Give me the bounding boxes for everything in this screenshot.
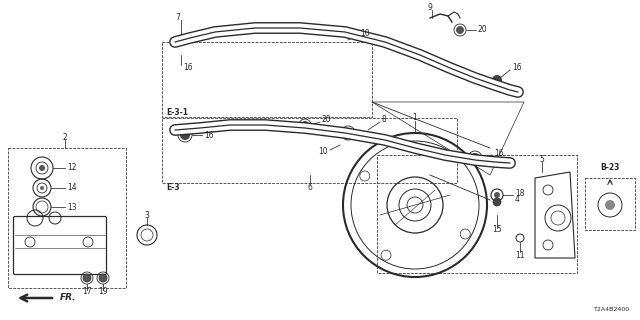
Text: 16: 16 bbox=[183, 62, 193, 71]
Text: 2: 2 bbox=[63, 132, 67, 141]
Text: 3: 3 bbox=[145, 211, 149, 220]
Text: 12: 12 bbox=[67, 164, 77, 172]
Text: 13: 13 bbox=[67, 203, 77, 212]
Circle shape bbox=[99, 274, 107, 282]
Text: 1: 1 bbox=[413, 114, 417, 123]
Text: 17: 17 bbox=[82, 287, 92, 297]
Text: 6: 6 bbox=[308, 182, 312, 191]
Text: 9: 9 bbox=[428, 4, 433, 12]
Circle shape bbox=[470, 153, 480, 163]
Circle shape bbox=[39, 165, 45, 171]
Circle shape bbox=[492, 75, 502, 85]
Text: 20: 20 bbox=[322, 116, 332, 124]
Circle shape bbox=[83, 274, 91, 282]
Text: 4: 4 bbox=[515, 196, 520, 204]
Text: 14: 14 bbox=[67, 183, 77, 193]
Text: 5: 5 bbox=[540, 156, 545, 164]
Circle shape bbox=[490, 80, 500, 90]
Circle shape bbox=[180, 130, 190, 140]
Text: 19: 19 bbox=[98, 287, 108, 297]
Bar bbox=[162, 42, 372, 117]
Circle shape bbox=[40, 186, 44, 190]
Circle shape bbox=[470, 155, 480, 165]
Bar bbox=[377, 155, 577, 273]
Circle shape bbox=[340, 128, 350, 138]
Circle shape bbox=[605, 200, 615, 210]
Bar bbox=[8, 148, 126, 288]
Circle shape bbox=[301, 121, 309, 129]
Text: E-3-1: E-3-1 bbox=[166, 108, 188, 117]
Text: B-23: B-23 bbox=[600, 163, 620, 172]
Text: 10: 10 bbox=[318, 148, 328, 156]
Text: 20: 20 bbox=[477, 26, 486, 35]
Text: 7: 7 bbox=[175, 13, 180, 22]
Text: 10: 10 bbox=[360, 28, 370, 37]
Text: 18: 18 bbox=[515, 188, 525, 197]
Text: FR.: FR. bbox=[60, 293, 77, 302]
Circle shape bbox=[380, 37, 390, 47]
Text: 16: 16 bbox=[494, 148, 504, 157]
Text: E-3: E-3 bbox=[166, 183, 180, 192]
Bar bbox=[162, 118, 457, 183]
Circle shape bbox=[456, 26, 464, 34]
Text: 16: 16 bbox=[204, 131, 214, 140]
Circle shape bbox=[494, 192, 500, 198]
Text: 11: 11 bbox=[515, 251, 525, 260]
Circle shape bbox=[493, 198, 501, 206]
Text: 8: 8 bbox=[382, 116, 387, 124]
Bar bbox=[585, 178, 635, 230]
Text: 16: 16 bbox=[512, 63, 522, 73]
Text: T2A4B2400: T2A4B2400 bbox=[594, 307, 630, 312]
Circle shape bbox=[343, 128, 353, 138]
Text: 15: 15 bbox=[492, 226, 502, 235]
